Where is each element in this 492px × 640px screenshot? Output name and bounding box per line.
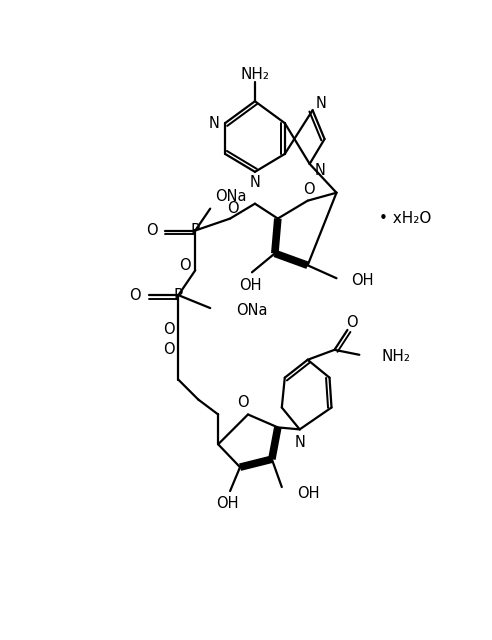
Text: OH: OH [351,273,374,288]
Text: N: N [315,96,326,111]
Text: ONa: ONa [236,303,268,317]
Text: O: O [129,287,140,303]
Text: • xH₂O: • xH₂O [379,211,431,226]
Text: O: O [180,258,191,273]
Text: N: N [249,175,260,190]
Text: O: O [346,316,358,330]
Text: P: P [174,287,183,303]
Text: NH₂: NH₂ [241,67,270,82]
Text: N: N [314,163,325,179]
Text: O: O [146,223,157,238]
Text: NH₂: NH₂ [381,349,410,364]
Text: P: P [191,223,200,238]
Text: O: O [237,395,249,410]
Text: OH: OH [297,486,319,500]
Text: N: N [209,116,219,131]
Text: ONa: ONa [215,189,246,204]
Text: OH: OH [239,278,261,292]
Text: N: N [294,435,305,450]
Text: O: O [303,182,314,197]
Text: O: O [227,201,239,216]
Text: O: O [163,342,174,357]
Text: OH: OH [216,497,238,511]
Text: O: O [163,323,174,337]
